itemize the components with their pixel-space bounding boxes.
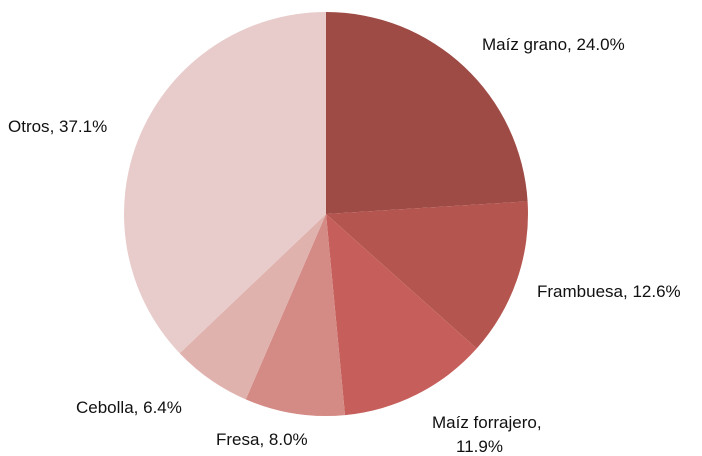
slice-category: Otros [8,117,50,136]
pie-slice [245,214,346,416]
slice-value-label: 37.1% [59,117,107,136]
slice-category: Fresa [216,430,260,449]
slice-value-label: 12.6% [632,282,680,301]
slice-label: Maíz forrajero, 11.9% [432,413,546,456]
slice-category: Frambuesa [537,282,624,301]
slice-value-label: 11.9% [456,437,503,456]
slice-label: Frambuesa, 12.6% [537,282,681,301]
pie-slice [326,214,477,416]
slice-label: Otros, 37.1% [8,117,107,136]
slice-category: Maíz forrajero [432,413,537,432]
slice-category: Cebolla [76,398,134,417]
slice-category: Maíz grano [482,35,567,54]
slice-value-label: 8.0% [269,430,308,449]
pie-slice [326,201,528,349]
separator: , [134,398,143,417]
pie-slice [123,12,326,354]
separator: , [50,117,59,136]
slice-label: Maíz grano, 24.0% [482,35,625,54]
separator: , [259,430,268,449]
separator: , [623,282,632,301]
separator: , [537,413,546,432]
pie-slice [326,12,528,214]
slice-label: Cebolla, 6.4% [76,398,182,417]
slice-value-label: 6.4% [143,398,182,417]
slice-label: Fresa, 8.0% [216,430,308,449]
separator: , [567,35,576,54]
pie-slice [179,214,326,400]
slice-value-label: 24.0% [577,35,625,54]
